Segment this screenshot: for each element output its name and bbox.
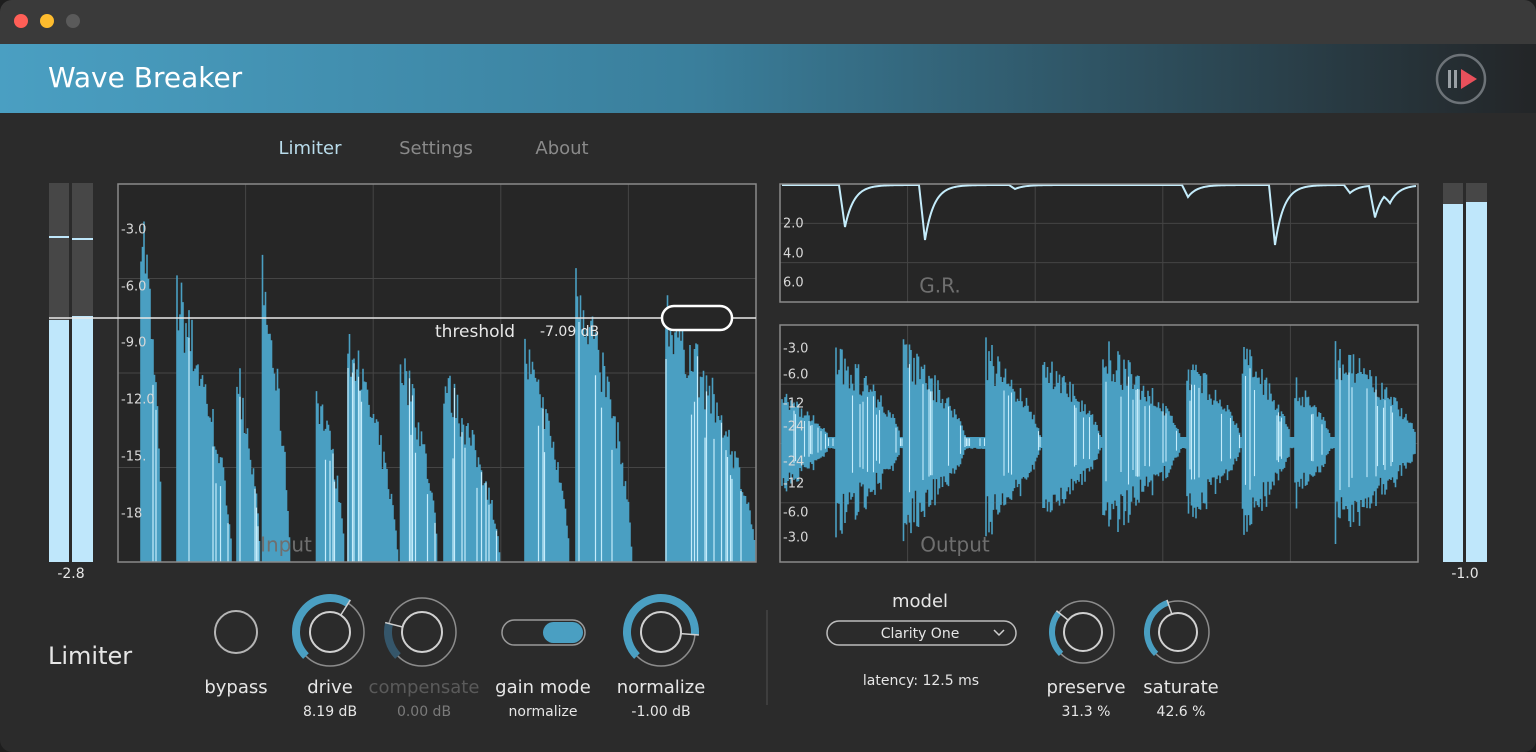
control-value: -1.00 dB [631,704,690,720]
scale-label: 6.0 [783,276,804,291]
minimize-button[interactable] [40,14,54,28]
knob-cap [1063,612,1103,652]
input-graph: -3.0 -6.0 -9.0 -12.0 -15. -18 threshold -7.09 d… [49,183,757,563]
graph-border [117,183,757,563]
knob-arc [384,622,401,659]
knob-pointer [385,621,403,628]
graph-label: Input [260,533,312,557]
model-label: model [892,591,948,612]
control-value: 8.19 dB [303,704,357,720]
knob-arc [292,594,351,659]
knob-pointer [1166,599,1173,615]
input-meter-value: -2.8 [57,566,84,582]
control-value: 0.00 dB [397,704,451,720]
scale-label: -24 [783,420,804,435]
scale-label: -3.0 [783,342,808,357]
scale-label: -3.0 [783,531,808,546]
output-waveform-peaks [793,364,1394,493]
knob-arc [1144,599,1170,657]
graph-border [779,183,1419,303]
saturate-knob[interactable] [1144,599,1210,664]
scale-label: -24 [783,455,804,470]
input-waveform-peaks [152,322,742,562]
knob-cap [1158,612,1198,652]
control-label: drive [307,677,353,698]
output-graph: -3.0 -6.0 -12 -24 -24 -12 -6.0 -3.0 Output [779,324,1419,563]
control-label: compensate [369,677,480,698]
section-title: Limiter [48,642,132,670]
scale-label: 2.0 [783,217,804,232]
drive-knob[interactable] [292,594,365,667]
knob-arc [1049,610,1064,657]
latency: latency: 12.5 ms [863,673,979,689]
knob-pointer [340,599,351,616]
preserve-knob[interactable] [1049,600,1115,664]
scale-label: -6.0 [121,280,146,295]
dropdown-arrow [993,629,1005,637]
header-band [0,44,1536,113]
scale-label: 4.0 [783,247,804,262]
zoom-button[interactable] [66,14,80,28]
meter-level [1443,204,1463,562]
scale-label: -12.0 [121,393,155,408]
meter-level [1466,202,1487,562]
scale-label: -18 [121,507,142,522]
dropdown-value: Clarity One [881,626,960,642]
scale-label: -12 [783,477,804,492]
graph-bg [780,184,1418,302]
graph-border [779,324,1419,563]
close-button[interactable] [14,14,28,28]
tab[interactable]: Settings [399,138,473,159]
output-meter-value: -1.0 [1451,566,1478,582]
scale-label: -15. [121,450,146,465]
bypass-button[interactable] [214,610,258,654]
scale-label: -6.0 [783,368,808,383]
meter-level [49,320,69,562]
threshold-value: -7.09 dB [540,324,599,340]
scale-label: -6.0 [783,506,808,521]
tab[interactable]: Limiter [278,138,342,159]
gain-mode-toggle[interactable] [501,619,586,646]
toggle-thumb [543,622,583,643]
control-label: normalize [617,677,706,698]
compensate-knob[interactable] [384,597,457,667]
graph-label: Output [920,533,990,557]
control-label: saturate [1143,677,1218,698]
play-ring [1435,53,1487,105]
gr-curve [782,184,1417,246]
knob-pointer [680,632,699,636]
control-label: gain mode [495,677,591,698]
control-label: preserve [1046,677,1125,698]
control-value: normalize [509,704,578,720]
threshold-handle[interactable] [660,304,734,332]
dropdown-box [826,620,1017,646]
scale-label: -3.0 [121,223,146,238]
control-value: 31.3 % [1062,704,1111,720]
normalize-knob[interactable] [623,594,699,667]
model-dropdown[interactable]: Clarity One [826,620,1017,646]
meter-level [72,316,93,562]
scale-label: -12 [783,397,804,412]
title-bar-fill [0,30,1536,44]
knob-cap [309,611,351,653]
play-triangle [1461,69,1477,89]
knob-cap [401,611,443,653]
pause-bar [1454,70,1457,88]
knob-arc [623,594,699,659]
tab[interactable]: About [535,138,588,159]
knob-pointer [1055,610,1069,621]
graph-label: G.R. [919,274,960,298]
knob-cap [640,611,682,653]
play-button[interactable] [1435,53,1487,105]
app-title: Wave Breaker [48,61,243,94]
control-value: 42.6 % [1157,704,1206,720]
control-label: bypass [204,677,267,698]
scale-label: -9.0 [121,336,146,351]
gain-reduction-graph: 2.0 4.0 6.0 G.R. [779,183,1419,303]
threshold-label: threshold [435,322,515,342]
pause-bar [1448,70,1451,88]
